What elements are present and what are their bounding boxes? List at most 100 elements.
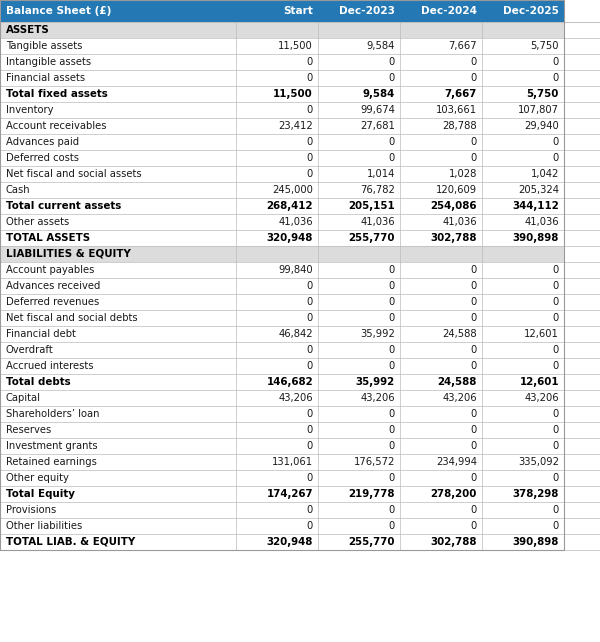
Bar [400,246,482,262]
Text: 0: 0 [471,361,477,371]
Text: 0: 0 [471,425,477,435]
Bar [0,438,236,454]
Text: Advances received: Advances received [6,281,100,291]
Bar [482,150,564,166]
Text: 0: 0 [471,505,477,515]
Bar [482,534,564,550]
Text: 320,948: 320,948 [266,537,313,547]
Text: 28,788: 28,788 [442,121,477,131]
Bar [318,246,400,262]
Bar [0,102,236,118]
Bar [0,214,236,230]
Text: 176,572: 176,572 [353,457,395,467]
Text: 234,994: 234,994 [436,457,477,467]
Bar [0,262,236,278]
Text: 0: 0 [471,313,477,323]
Bar [236,70,318,86]
Text: 0: 0 [307,137,313,147]
Bar [0,502,236,518]
Bar [400,22,482,38]
Text: 46,842: 46,842 [278,329,313,339]
Bar [400,214,482,230]
Text: 0: 0 [307,361,313,371]
Text: 219,778: 219,778 [349,489,395,499]
Bar [482,374,564,390]
Text: Advances paid: Advances paid [6,137,79,147]
Text: 0: 0 [553,441,559,451]
Bar [318,342,400,358]
Bar [0,518,236,534]
Bar [318,278,400,294]
Text: 320,948: 320,948 [266,233,313,243]
Bar [400,326,482,342]
Text: 0: 0 [471,345,477,355]
Text: 0: 0 [553,521,559,531]
Text: 0: 0 [307,441,313,451]
Text: 390,898: 390,898 [512,233,559,243]
Text: 0: 0 [307,425,313,435]
Text: 24,588: 24,588 [437,377,477,387]
Text: Overdraft: Overdraft [6,345,54,355]
Bar [0,454,236,470]
Bar [236,374,318,390]
Text: 43,206: 43,206 [361,393,395,403]
Bar [482,118,564,134]
Bar [400,198,482,214]
Bar [0,294,236,310]
Bar [400,70,482,86]
Bar [318,470,400,486]
Bar [400,278,482,294]
Bar [236,166,318,182]
Text: 0: 0 [389,137,395,147]
Bar [0,326,236,342]
Bar [318,422,400,438]
Text: 11,500: 11,500 [273,89,313,99]
Bar [482,166,564,182]
Bar [318,262,400,278]
Text: 0: 0 [471,137,477,147]
Text: 302,788: 302,788 [431,233,477,243]
Text: LIABILITIES & EQUITY: LIABILITIES & EQUITY [6,249,131,259]
Text: 0: 0 [471,521,477,531]
Bar [236,326,318,342]
Bar [400,0,482,22]
Text: Total Equity: Total Equity [6,489,75,499]
Text: Intangible assets: Intangible assets [6,57,91,67]
Bar [236,342,318,358]
Bar [318,166,400,182]
Text: Total debts: Total debts [6,377,71,387]
Text: 0: 0 [553,137,559,147]
Bar [0,534,236,550]
Text: 255,770: 255,770 [349,537,395,547]
Bar [400,502,482,518]
Bar [400,470,482,486]
Text: Dec-2024: Dec-2024 [421,6,477,16]
Bar [400,134,482,150]
Text: Cash: Cash [6,185,31,195]
Text: Net fiscal and social assets: Net fiscal and social assets [6,169,142,179]
Text: 255,770: 255,770 [349,233,395,243]
Bar [236,38,318,54]
Text: Financial debt: Financial debt [6,329,76,339]
Bar [236,390,318,406]
Text: Other liabilities: Other liabilities [6,521,82,531]
Text: Reserves: Reserves [6,425,51,435]
Text: 9,584: 9,584 [367,41,395,51]
Bar [236,54,318,70]
Text: 35,992: 35,992 [360,329,395,339]
Bar [400,422,482,438]
Bar [0,230,236,246]
Text: 302,788: 302,788 [431,537,477,547]
Bar [482,0,564,22]
Bar [318,390,400,406]
Bar [318,486,400,502]
Bar [236,22,318,38]
Text: 0: 0 [471,153,477,163]
Text: 0: 0 [389,73,395,83]
Bar [318,230,400,246]
Text: 0: 0 [389,505,395,515]
Bar [318,358,400,374]
Bar [0,38,236,54]
Text: 5,750: 5,750 [530,41,559,51]
Bar [236,294,318,310]
